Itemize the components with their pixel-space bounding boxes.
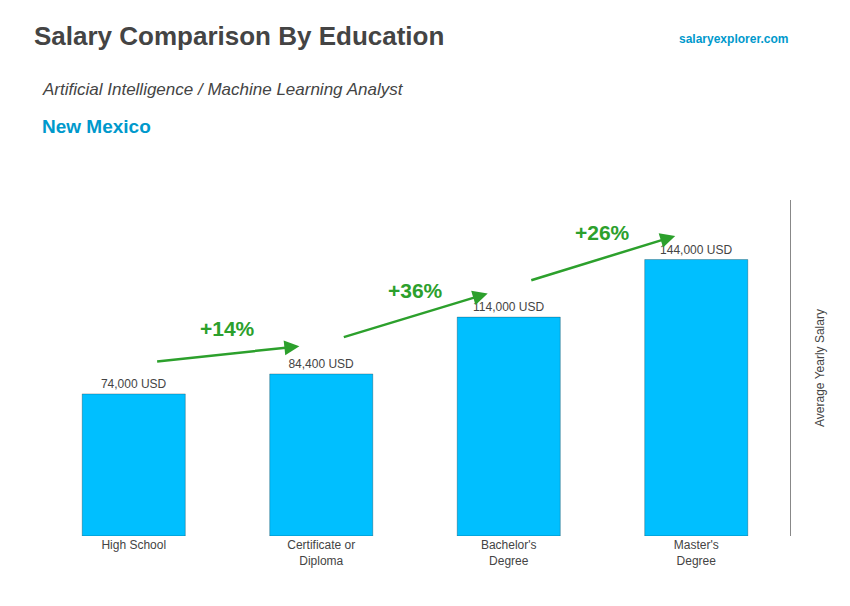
svg-text:High School: High School xyxy=(101,538,166,552)
svg-text:+14%: +14% xyxy=(200,317,255,340)
svg-text:Salary Comparison By Education: Salary Comparison By Education xyxy=(34,21,444,51)
svg-text:+36%: +36% xyxy=(388,279,443,302)
svg-text:114,000 USD: 114,000 USD xyxy=(473,300,544,314)
svg-text:Certificate orDiploma: Certificate orDiploma xyxy=(287,538,355,568)
svg-text:Bachelor'sDegree: Bachelor'sDegree xyxy=(481,538,537,568)
svg-text:New Mexico: New Mexico xyxy=(42,116,151,137)
svg-text:Artificial Intelligence / Mach: Artificial Intelligence / Machine Learni… xyxy=(42,80,404,99)
svg-text:+26%: +26% xyxy=(575,221,630,244)
svg-text:74,000 USD: 74,000 USD xyxy=(101,377,167,391)
svg-text:salaryexplorer.com: salaryexplorer.com xyxy=(679,32,788,46)
svg-text:84,400 USD: 84,400 USD xyxy=(288,357,354,371)
svg-text:144,000 USD: 144,000 USD xyxy=(660,243,732,257)
svg-text:Average Yearly Salary: Average Yearly Salary xyxy=(813,309,827,427)
svg-text:Master'sDegree: Master'sDegree xyxy=(674,538,719,568)
